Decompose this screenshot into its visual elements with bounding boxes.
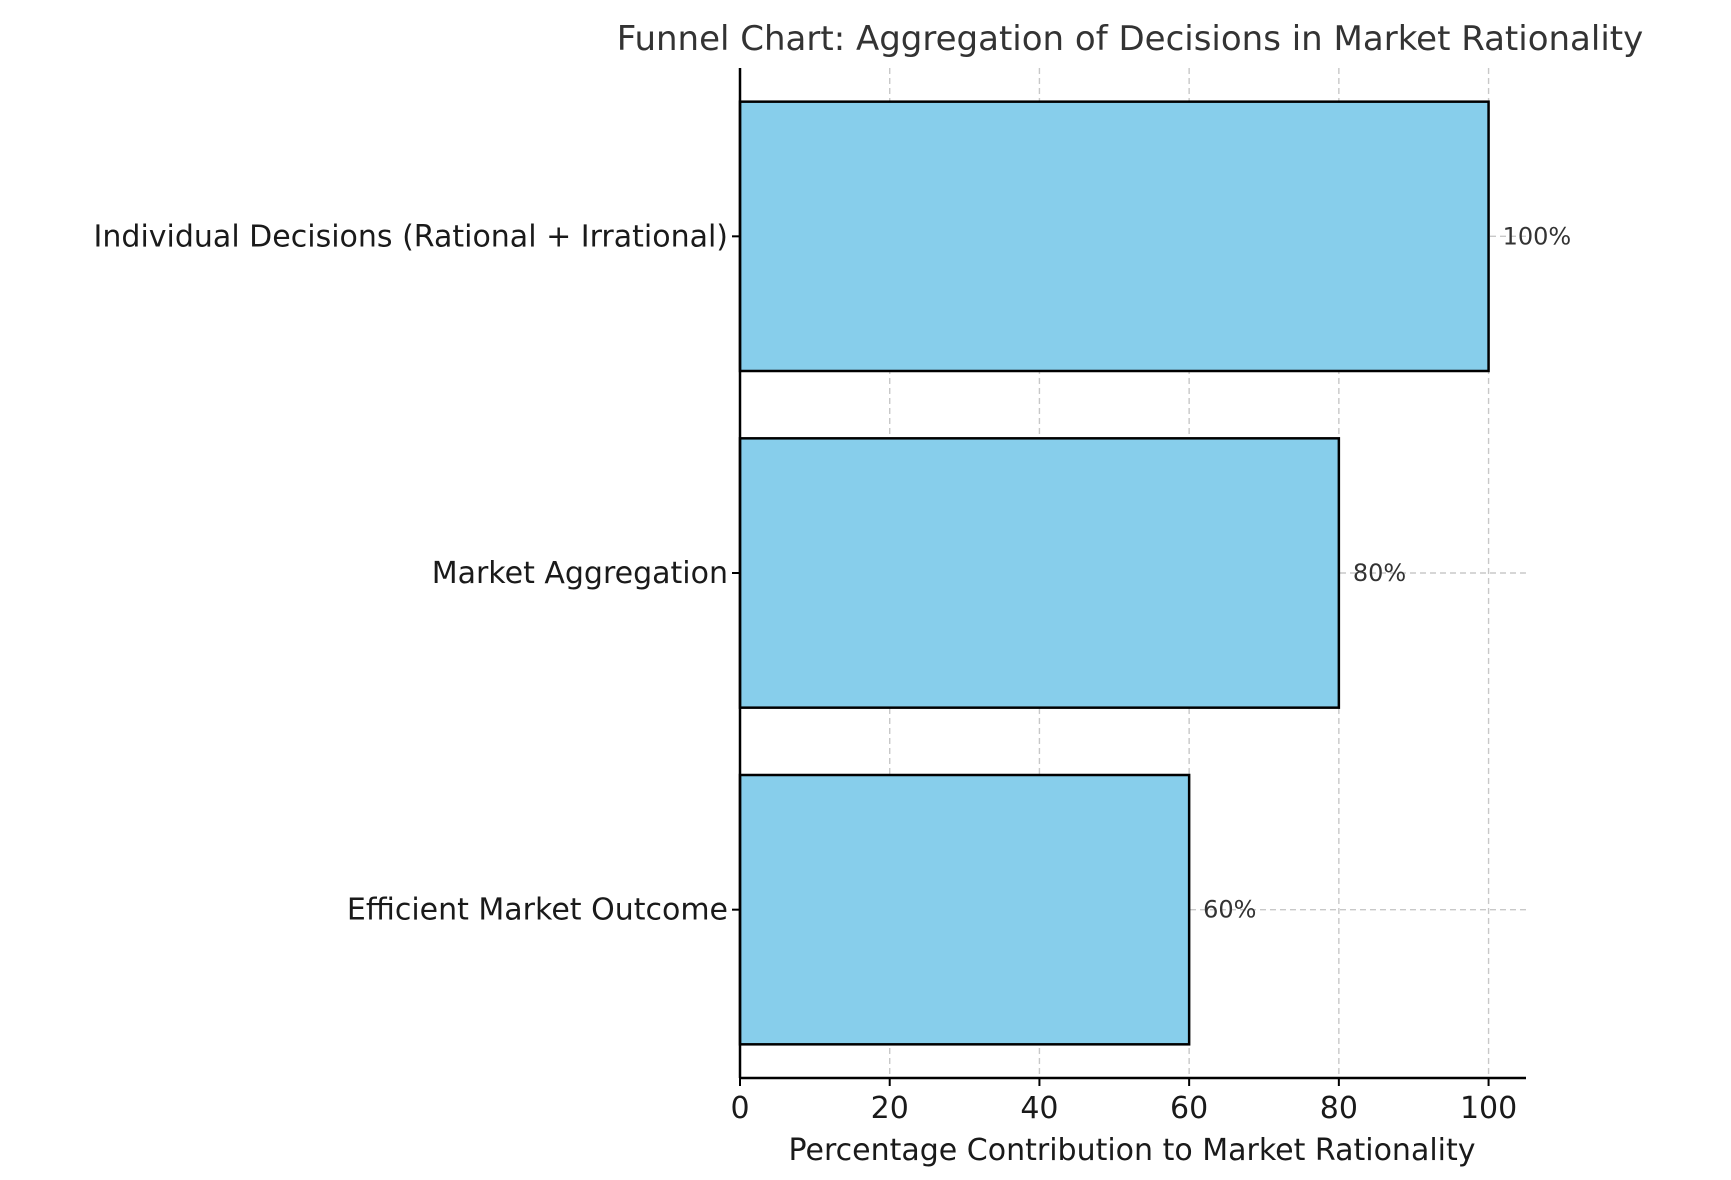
x-tick-label-5: 100 bbox=[1460, 1091, 1517, 1126]
chart-title: Funnel Chart: Aggregation of Decisions i… bbox=[617, 19, 1644, 59]
data-label-1: 80% bbox=[1353, 559, 1406, 587]
bar-0 bbox=[738, 100, 1490, 373]
category-label-1: Market Aggregation bbox=[432, 556, 728, 591]
x-tick-label-3: 60 bbox=[1170, 1091, 1208, 1126]
x-axis-title: Percentage Contribution to Market Ration… bbox=[788, 1133, 1475, 1168]
data-label-2: 60% bbox=[1203, 896, 1256, 924]
x-tick-label-1: 20 bbox=[871, 1091, 909, 1126]
bar-1 bbox=[738, 437, 1341, 709]
labels: 100% Individual Decisions (Rational + Irr… bbox=[94, 219, 1572, 1126]
data-label-0: 100% bbox=[1503, 222, 1572, 250]
bars bbox=[738, 100, 1490, 1046]
x-tick-label-0: 0 bbox=[730, 1091, 749, 1126]
axes bbox=[732, 68, 1526, 1086]
bar-2 bbox=[738, 773, 1191, 1046]
category-label-2: Efficient Market Outcome bbox=[347, 893, 728, 928]
x-tick-label-4: 80 bbox=[1320, 1091, 1358, 1126]
category-label-0: Individual Decisions (Rational + Irratio… bbox=[94, 219, 728, 254]
x-tick-label-2: 40 bbox=[1020, 1091, 1058, 1126]
